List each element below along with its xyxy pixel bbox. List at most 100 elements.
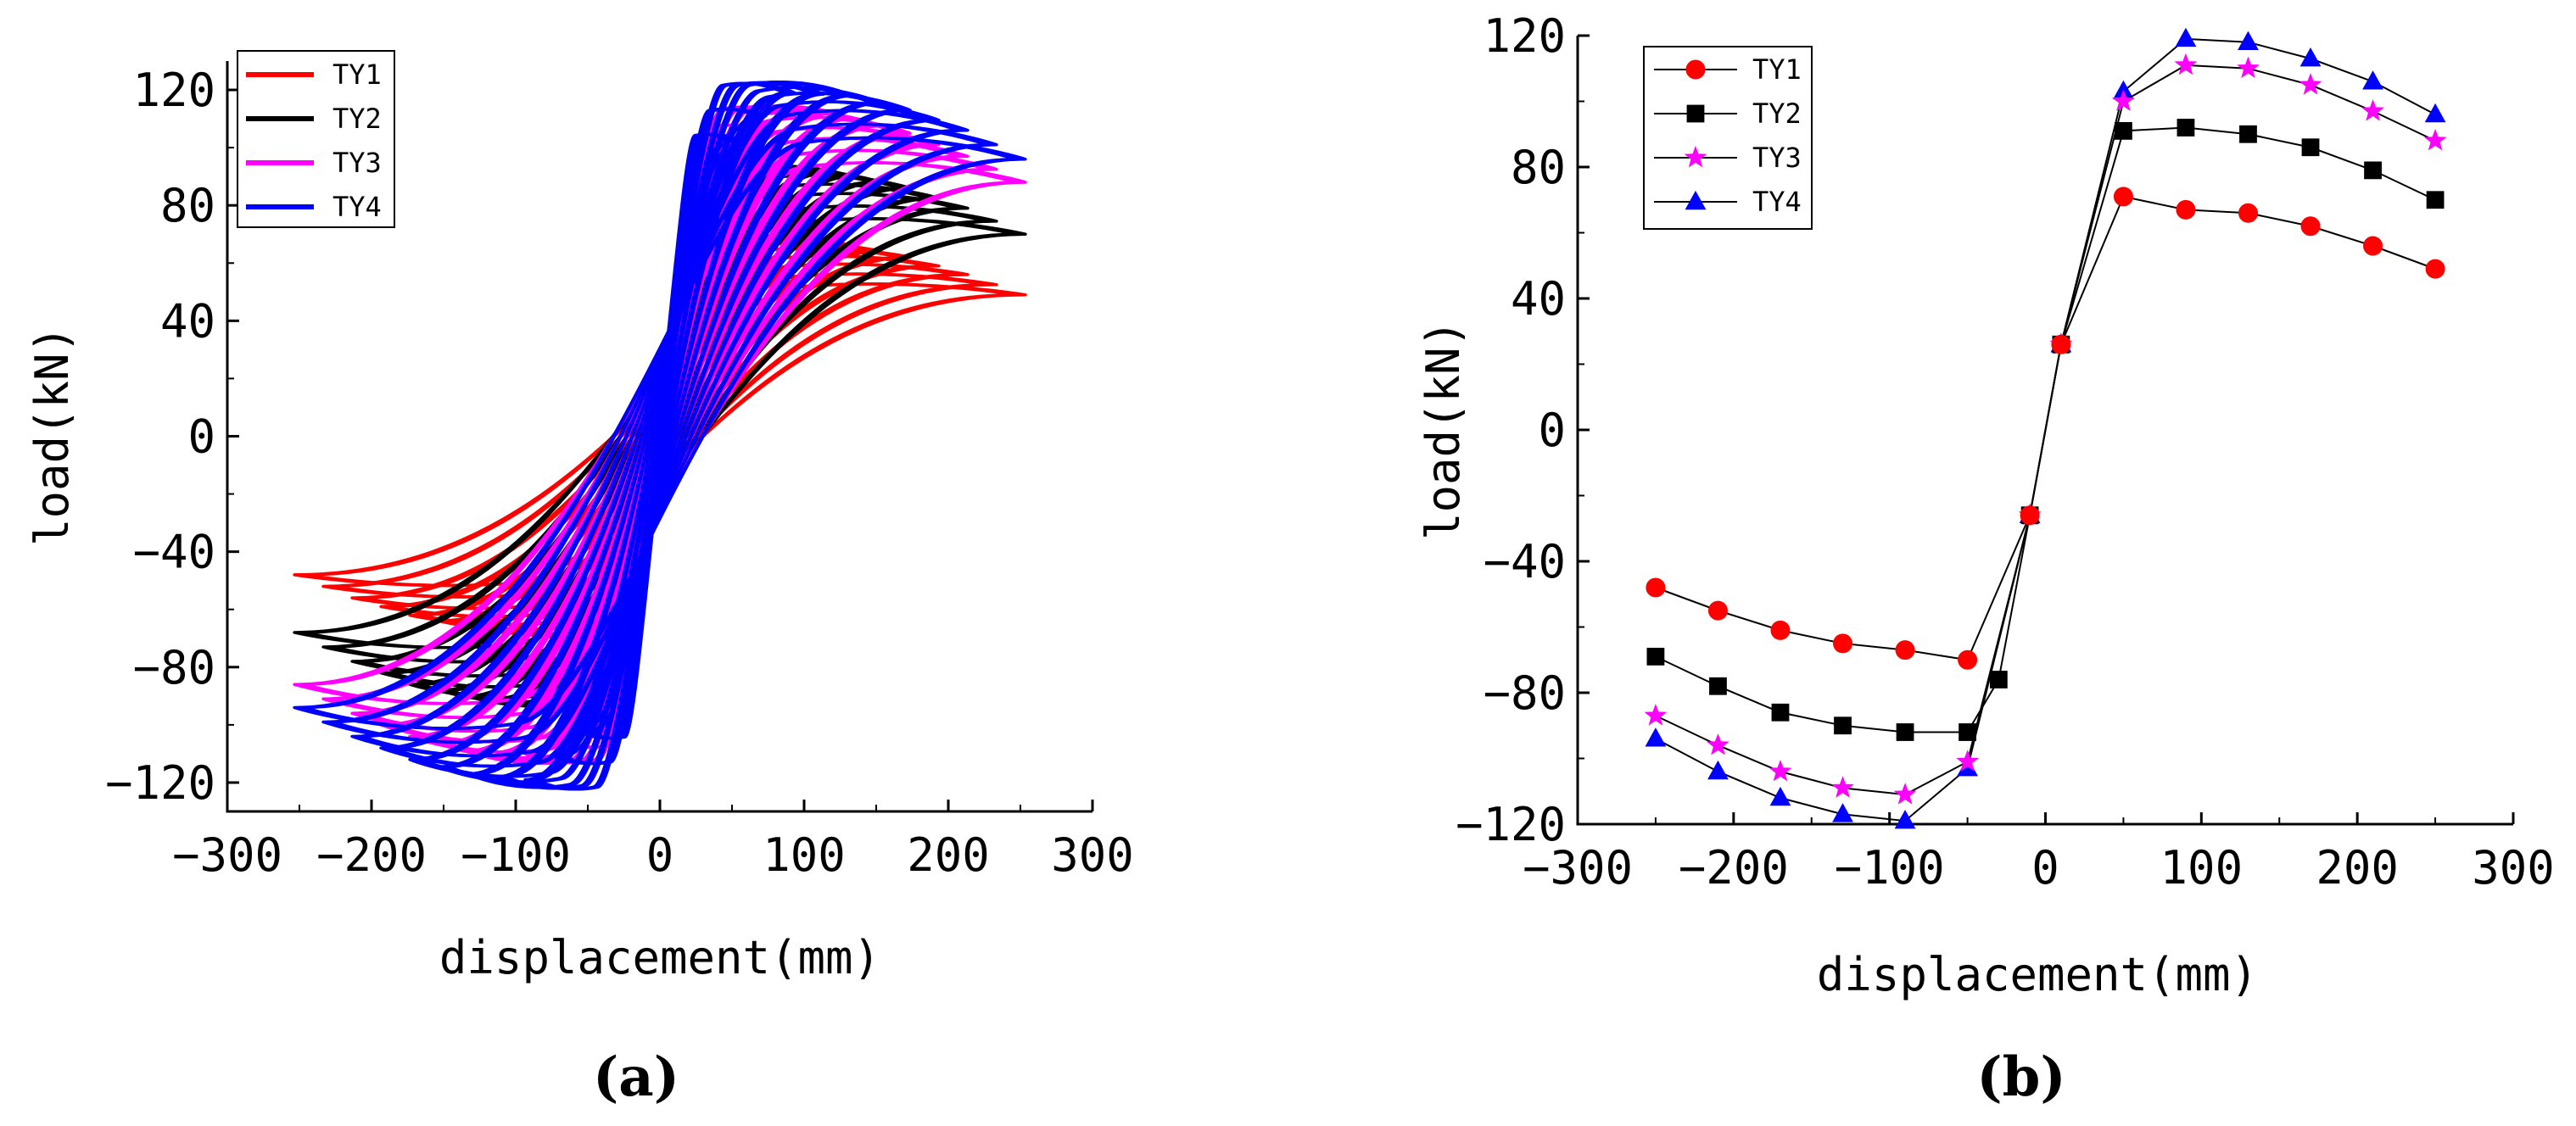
x-tick-label: 0 — [2031, 841, 2059, 895]
x-tick-label: 200 — [907, 828, 990, 882]
chart-a-x-axis-title: displacement(mm) — [439, 931, 880, 984]
data-point — [1707, 600, 1728, 621]
legend-label-TY3: TY3 — [1752, 142, 1802, 174]
chart-a-y-ticks: −120 −80 −40 0 40 80 120 — [105, 64, 239, 810]
data-point — [1832, 803, 1853, 822]
data-point — [1989, 671, 2008, 688]
chart-a-x-ticks: −300 −200 −100 0 100 200 300 — [172, 800, 1134, 882]
hysteresis-loop — [360, 109, 959, 758]
data-point — [1707, 733, 1729, 755]
y-tick-label: 0 — [187, 410, 215, 464]
data-point — [1894, 809, 1916, 829]
data-point — [2424, 103, 2446, 123]
data-point — [1959, 723, 1976, 741]
y-tick-label: 120 — [132, 64, 215, 117]
y-tick-label: 40 — [160, 294, 215, 348]
y-tick-label: 80 — [160, 179, 215, 232]
data-point — [2237, 56, 2260, 79]
data-point — [2363, 236, 2383, 256]
legend-label-TY2: TY2 — [1752, 98, 1802, 130]
chart-b-legend: TY1 TY2 TY3 TY4 — [1643, 46, 1813, 230]
data-point — [1644, 704, 1668, 726]
data-point — [1709, 677, 1727, 695]
data-point — [2176, 119, 2195, 137]
data-point — [2113, 187, 2133, 207]
x-tick-label: 0 — [646, 828, 674, 882]
x-tick-label: 100 — [763, 828, 846, 882]
y-tick-label: −120 — [105, 756, 215, 810]
data-point — [2364, 161, 2382, 180]
hysteresis-loop — [534, 81, 786, 791]
chart-b-panel-label: (b) — [1976, 1045, 2065, 1109]
legend-label-TY1: TY1 — [332, 59, 382, 91]
data-point — [2238, 203, 2258, 223]
chart-b: −300 −200 −100 0 100 200 300 −120 −80 −40 0 40 80 12… — [1417, 9, 2555, 1109]
data-point — [1833, 633, 1853, 654]
chart-b-y-axis-title: load(kN) — [1417, 320, 1470, 540]
chart-a-hysteresis-curves — [293, 81, 1027, 791]
data-point — [1771, 703, 1790, 722]
legend-label-TY4: TY4 — [1752, 186, 1802, 218]
x-tick-label: 200 — [2316, 841, 2399, 895]
y-tick-label: 80 — [1511, 141, 1566, 194]
legend-marker-TY1 — [1685, 59, 1706, 80]
chart-b-x-axis-title: displacement(mm) — [1817, 948, 2258, 1001]
data-point — [2423, 128, 2447, 151]
hysteresis-loop — [303, 136, 1017, 730]
data-point — [2426, 191, 2445, 209]
data-point — [1831, 776, 1854, 798]
legend-label-TY4: TY4 — [332, 191, 382, 223]
data-point — [1769, 759, 1792, 782]
x-tick-label: 100 — [2160, 841, 2244, 895]
x-tick-label: −100 — [461, 828, 571, 882]
data-point — [2175, 27, 2197, 47]
data-point — [2174, 53, 2198, 75]
data-point — [2299, 73, 2322, 95]
legend-label-TY3: TY3 — [332, 147, 382, 179]
data-point — [1770, 620, 1791, 640]
data-point — [1956, 750, 1979, 772]
chart-b-x-ticks: −300 −200 −100 0 100 200 300 — [1523, 812, 2555, 895]
data-point — [2425, 259, 2445, 279]
data-point — [2300, 216, 2321, 237]
hysteresis-loop — [332, 122, 988, 744]
x-tick-label: −200 — [316, 828, 427, 882]
data-point — [1958, 649, 1978, 670]
chart-a-panel-label: (a) — [593, 1045, 679, 1109]
chart-a-legend-box — [237, 50, 395, 228]
x-tick-label: −300 — [1523, 841, 1633, 895]
data-point — [1646, 647, 1665, 666]
data-point — [1645, 727, 1667, 747]
data-point — [2299, 47, 2322, 67]
chart-b-y-ticks: −120 −80 −40 0 40 80 120 — [1456, 9, 1590, 851]
x-tick-label: −200 — [1679, 841, 1789, 895]
data-point — [1707, 760, 1729, 780]
data-point — [2362, 70, 2383, 90]
data-point — [2176, 199, 2196, 220]
chart-a-y-axis-title: load(kN) — [25, 326, 79, 546]
x-tick-label: −100 — [1835, 841, 1945, 895]
data-point — [2239, 125, 2257, 143]
data-point — [2020, 505, 2040, 526]
y-tick-label: −80 — [1483, 666, 1566, 720]
series-line — [1655, 195, 2436, 661]
legend-label-TY2: TY2 — [332, 103, 382, 135]
data-point — [2112, 89, 2135, 111]
chart-a: −300 −200 −100 0 100 200 300 −120 −80 −40 0 40 80 12… — [25, 50, 1134, 1109]
series-TY1 — [1646, 187, 2445, 670]
y-tick-label: −80 — [132, 641, 215, 694]
y-tick-label: −120 — [1456, 798, 1566, 851]
y-tick-label: 0 — [1538, 404, 1566, 457]
y-tick-label: −40 — [132, 526, 215, 579]
data-point — [1646, 577, 1666, 598]
legend-label-TY1: TY1 — [1752, 53, 1802, 86]
legend-marker-TY2 — [1686, 104, 1705, 123]
data-point — [1895, 640, 1915, 661]
y-tick-label: 40 — [1511, 272, 1566, 326]
data-point — [2238, 31, 2259, 51]
hysteresis-series-TY4 — [293, 81, 1027, 791]
x-tick-label: 300 — [2472, 841, 2555, 895]
chart-b-legend-box — [1643, 46, 1813, 230]
data-point — [1893, 783, 1917, 805]
